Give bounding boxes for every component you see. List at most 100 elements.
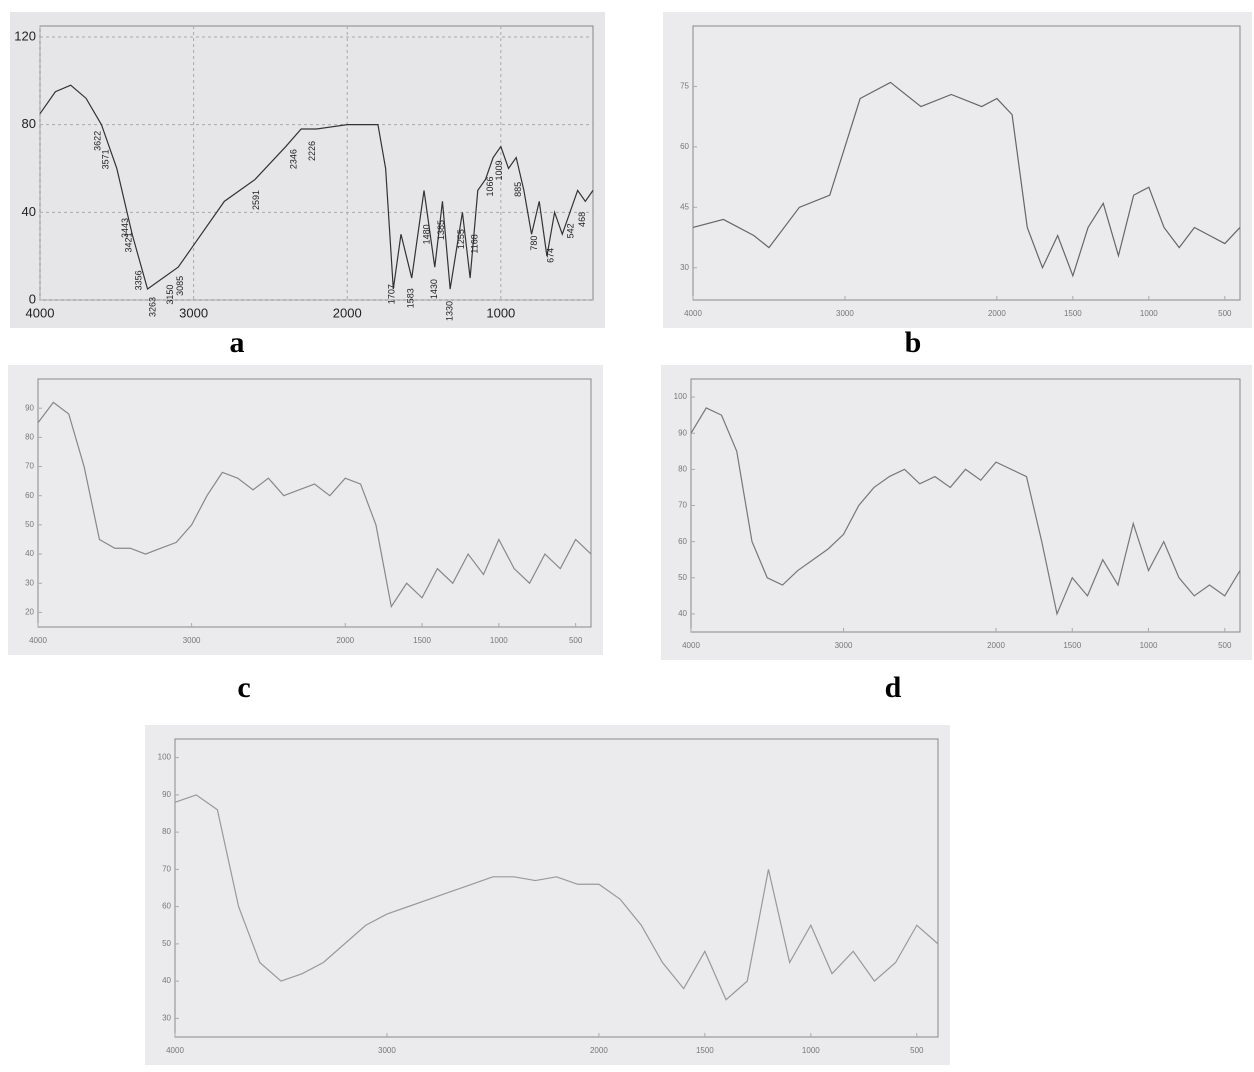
plot-frame	[692, 25, 1241, 301]
peak-label: 3622	[92, 131, 102, 151]
peak-label: 3085	[175, 276, 185, 296]
x-tick-label: 3000	[378, 1046, 396, 1055]
y-tick-label: 80	[678, 464, 687, 473]
x-tick-label: 500	[1218, 641, 1232, 650]
x-tick-label: 2000	[333, 305, 362, 320]
panel-background	[10, 12, 605, 328]
y-tick-label: 60	[25, 491, 34, 500]
x-tick-label: 1000	[802, 1046, 820, 1055]
y-tick-label: 90	[25, 403, 34, 412]
spectrum-line	[37, 401, 592, 609]
peak-label: 1707	[387, 284, 397, 304]
y-tick-label: 30	[25, 578, 34, 587]
x-tick-label: 3000	[836, 309, 854, 318]
peak-label: 3571	[100, 149, 110, 169]
y-tick-label: 50	[162, 939, 171, 948]
y-tick-label: 30	[162, 1013, 171, 1022]
panel-label: d	[885, 671, 902, 704]
x-tick-label: 4000	[684, 309, 702, 318]
peak-label: 2226	[307, 141, 317, 161]
x-tick-label: 1000	[490, 636, 508, 645]
panel-background	[663, 12, 1252, 328]
y-tick-label: 40	[25, 549, 34, 558]
x-tick-label: 3000	[183, 636, 201, 645]
x-tick-label: 1500	[1063, 641, 1081, 650]
x-tick-label: 2000	[987, 641, 1005, 650]
y-tick-label: 70	[678, 501, 687, 510]
peak-label: 1009	[494, 161, 504, 181]
peak-label: 2591	[251, 190, 261, 210]
y-tick-label: 60	[162, 902, 171, 911]
peak-label: 1168	[469, 234, 479, 253]
x-tick-label: 3000	[835, 641, 853, 650]
peak-label: 1583	[406, 288, 416, 308]
y-tick-label: 40	[22, 204, 36, 219]
x-tick-label: 2000	[336, 636, 354, 645]
peak-label: 1255	[456, 229, 466, 249]
spectrum-panel: 20 30 40 50 60 70 80 90 4000 3000 2000 1500 1000 500	[8, 365, 603, 655]
y-tick-label: 50	[25, 520, 34, 529]
panel-label: b	[905, 326, 922, 359]
x-tick-label: 1000	[1140, 309, 1158, 318]
peak-label: 2346	[288, 149, 298, 169]
peak-label: 1480	[421, 224, 431, 244]
peak-label: 780	[529, 236, 539, 251]
y-tick-label: 100	[674, 392, 688, 401]
x-tick-label: 4000	[166, 1046, 184, 1055]
peak-label: 3150	[165, 285, 175, 305]
x-tick-label: 1500	[1064, 309, 1082, 318]
plot-frame	[37, 378, 592, 628]
peak-label: 1330	[445, 301, 455, 321]
y-tick-label: 80	[162, 827, 171, 836]
x-tick-label: 1500	[413, 636, 431, 645]
panel-label: a	[230, 326, 245, 359]
y-tick-label: 80	[25, 432, 34, 441]
x-tick-label: 500	[910, 1046, 924, 1055]
plot-frame	[174, 738, 939, 1038]
y-tick-label: 60	[678, 537, 687, 546]
x-tick-label: 1000	[1140, 641, 1158, 650]
panel-background	[8, 365, 603, 655]
peak-label: 3443	[120, 218, 130, 238]
spectrum-line	[692, 81, 1241, 278]
spectrum-panel: 40 50 60 70 80 90 100 4000 3000 2000 1500 1000 500	[661, 365, 1252, 660]
x-tick-label: 4000	[26, 305, 55, 320]
x-tick-label: 2000	[988, 309, 1006, 318]
x-tick-label: 3000	[179, 305, 208, 320]
y-tick-label: 30	[680, 263, 689, 272]
x-tick-label: 500	[1218, 309, 1232, 318]
y-tick-label: 40	[678, 609, 687, 618]
spectrum-line	[690, 407, 1241, 616]
panel-label: c	[237, 671, 250, 704]
peak-label: 885	[513, 182, 523, 197]
y-tick-label: 60	[680, 142, 689, 151]
y-tick-label: 0	[29, 291, 36, 306]
y-tick-label: 90	[678, 428, 687, 437]
x-tick-label: 4000	[29, 636, 47, 645]
y-tick-label: 75	[680, 82, 689, 91]
y-tick-label: 80	[22, 116, 36, 131]
y-tick-label: 100	[158, 753, 172, 762]
y-tick-label: 45	[680, 202, 689, 211]
peak-label: 3356	[133, 270, 143, 290]
peak-label: 1385	[436, 220, 446, 240]
x-tick-label: 500	[569, 636, 583, 645]
y-tick-label: 120	[14, 28, 36, 43]
spectrum-panel: 30 40 50 60 70 80 90 100 4000 3000 2000 1500 1000 500	[145, 725, 950, 1065]
panel-background	[145, 725, 950, 1065]
spectrum-panel: 30 45 60 75 4000 3000 2000 1500 1000 500	[663, 12, 1252, 328]
spectrum-line	[39, 84, 594, 291]
panel-background	[661, 365, 1252, 660]
x-tick-label: 1000	[486, 305, 515, 320]
peak-label: 3263	[148, 297, 158, 317]
peak-label: 1066	[485, 177, 495, 197]
y-tick-label: 70	[25, 462, 34, 471]
x-tick-label: 2000	[590, 1046, 608, 1055]
y-tick-label: 50	[678, 573, 687, 582]
y-tick-label: 90	[162, 790, 171, 799]
spectrum-line	[174, 794, 939, 1001]
peak-label: 674	[545, 248, 555, 263]
peak-label: 1430	[429, 279, 439, 299]
